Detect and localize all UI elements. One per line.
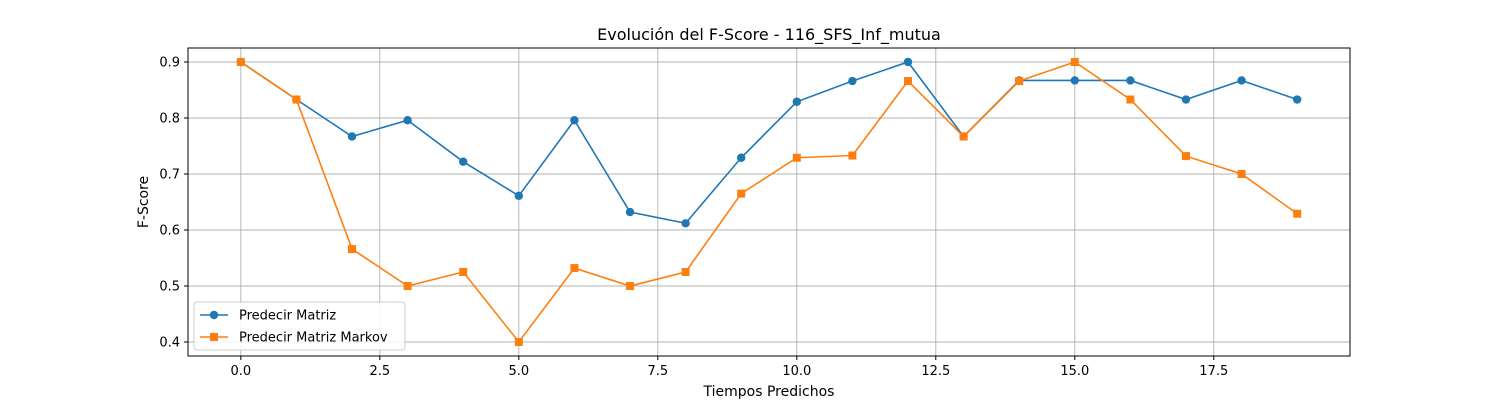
series-2 [236,58,1302,346]
data-point [959,132,968,141]
data-point [625,207,635,217]
data-point [1070,76,1079,85]
data-point [737,189,746,198]
data-point [737,153,746,162]
data-point [236,58,245,66]
x-tick-label: 12.5 [921,364,950,379]
y-axis-ticks: 0.4 0.5 0.6 0.7 0.8 0.9 [159,56,188,351]
data-point [848,76,857,86]
series-line [240,61,1298,225]
data-point [681,219,690,228]
data-point [292,95,301,104]
data-point [1126,95,1135,104]
y-tick-label: 0.7 [159,168,180,183]
x-tick-label: 5.0 [508,364,529,379]
data-point [459,157,468,166]
legend: Predecir Matriz Predecir Matriz Markov [193,301,406,351]
data-point [1015,77,1024,86]
y-tick-label: 0.9 [159,56,180,71]
legend-item: Predecir Matriz Markov [200,331,388,346]
legend-label: Predecir Matriz [239,309,336,324]
data-point [403,116,412,125]
data-point [1070,58,1079,66]
y-tick-label: 0.6 [159,224,180,239]
data-point [348,245,357,254]
data-point [792,153,801,162]
series-1 [236,57,1302,228]
data-point [459,268,468,276]
data-point [1126,76,1135,85]
series-layer [236,57,1302,346]
data-point [514,191,524,201]
data-point [792,97,801,106]
data-point [514,338,523,346]
legend-item: Predecir Matriz [200,309,336,324]
data-point [1181,95,1191,104]
y-axis-label: F-Score [136,176,152,228]
x-tick-label: 17.5 [1199,364,1228,379]
data-point [903,77,912,86]
data-point [570,116,579,125]
y-tick-label: 0.5 [159,280,180,295]
x-tick-label: 2.5 [369,364,390,379]
legend-label: Predecir Matriz Markov [239,331,388,346]
data-point [347,132,357,141]
legend-marker [210,333,218,341]
plot-frame [187,47,1351,357]
x-tick-label: 7.5 [647,364,668,379]
y-tick-label: 0.8 [159,112,180,127]
data-point [848,151,857,160]
x-tick-label: 0.0 [230,364,251,379]
legend-box [193,301,406,351]
x-axis-ticks: 0.0 2.5 5.0 7.5 10.0 12.5 15.0 17.5 [230,356,1228,379]
data-point [903,57,913,67]
data-point [681,268,690,276]
data-point [1181,152,1190,161]
legend-marker [209,310,219,320]
data-point [570,264,579,273]
series-line [240,61,1298,344]
x-tick-label: 15.0 [1060,364,1089,379]
chart-title: Evolución del F-Score - 116_SFS_Inf_mutu… [597,25,941,45]
data-point [1237,76,1246,85]
data-point [1292,95,1302,104]
data-point [626,282,635,290]
y-tick-label: 0.4 [159,336,180,351]
x-tick-label: 10.0 [782,364,811,379]
data-point [403,282,412,290]
data-point [1293,209,1302,218]
data-point [1237,170,1246,178]
x-axis-label: Tiempos Predichos [703,384,835,400]
